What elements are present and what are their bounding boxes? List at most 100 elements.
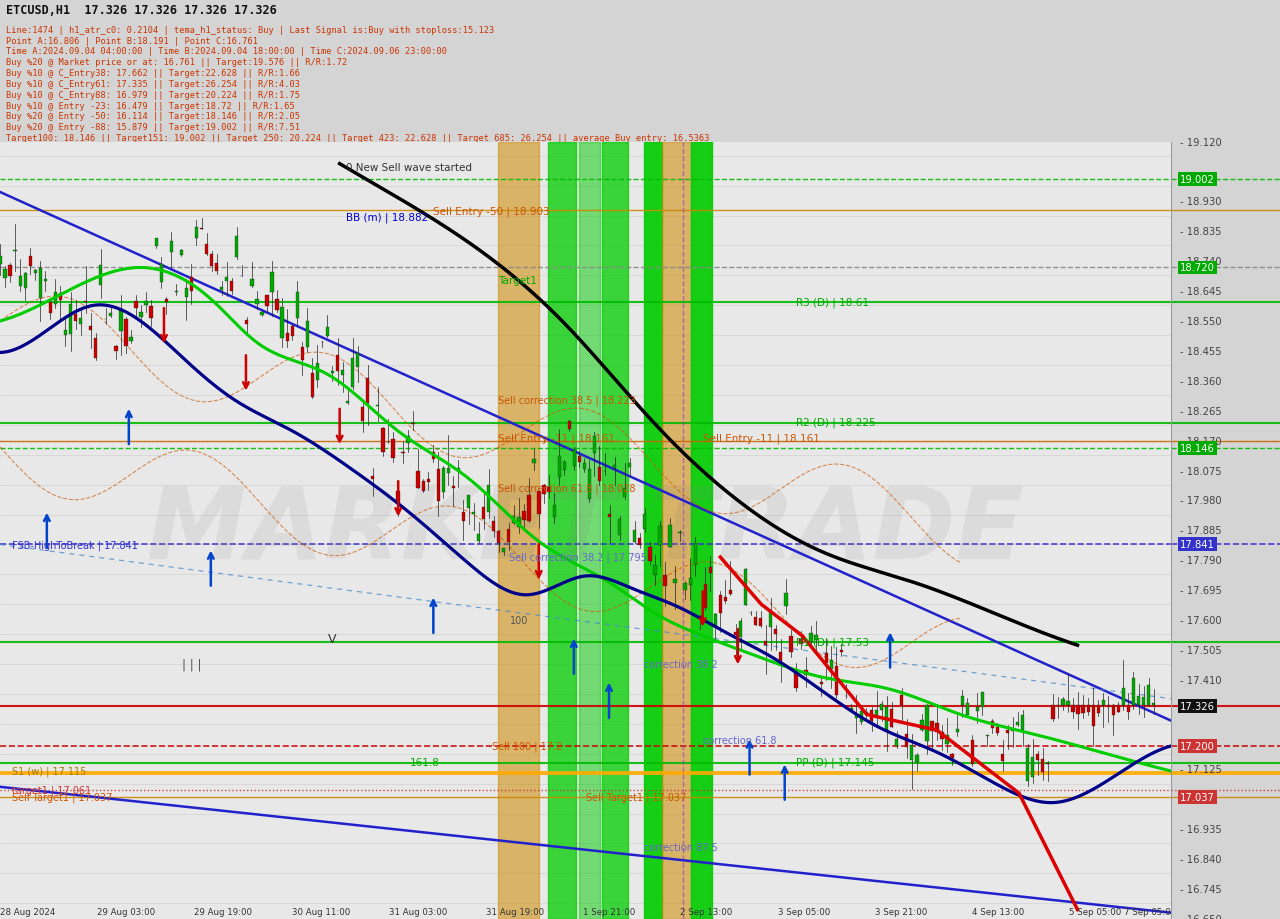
Bar — [170, 242, 173, 253]
Text: - 16.935: - 16.935 — [1180, 824, 1221, 834]
Bar — [447, 469, 451, 473]
Text: 31 Aug 19:00: 31 Aug 19:00 — [486, 907, 544, 916]
Bar — [442, 469, 445, 493]
Text: Sell correction 61.8 | 18.028: Sell correction 61.8 | 18.028 — [498, 483, 635, 494]
Bar — [936, 723, 938, 732]
Text: - 18.930: - 18.930 — [1180, 198, 1221, 207]
Text: 5 Sep 05:00: 5 Sep 05:00 — [1069, 907, 1121, 916]
Text: - 16.840: - 16.840 — [1180, 855, 1221, 864]
Bar — [572, 450, 576, 467]
Bar — [301, 348, 303, 360]
Text: - 18.360: - 18.360 — [1180, 377, 1221, 386]
Bar — [160, 265, 163, 283]
Bar — [119, 310, 123, 332]
Bar — [1137, 697, 1140, 705]
Text: - 18.550: - 18.550 — [1180, 317, 1221, 326]
Bar — [946, 735, 948, 744]
Text: 18.146: 18.146 — [1180, 444, 1215, 454]
Bar — [1051, 705, 1055, 719]
Text: 2 Sep 13:00: 2 Sep 13:00 — [681, 907, 732, 916]
Bar — [1147, 686, 1151, 705]
Bar — [483, 507, 485, 519]
Text: - 17.980: - 17.980 — [1180, 496, 1221, 505]
Bar — [879, 704, 883, 710]
Bar — [648, 548, 652, 562]
Bar — [361, 408, 365, 421]
Text: 161.8: 161.8 — [410, 757, 440, 766]
Bar — [326, 328, 329, 336]
Bar — [1087, 705, 1089, 712]
Bar — [643, 515, 646, 529]
Bar — [975, 708, 979, 711]
Bar — [18, 277, 22, 287]
Bar — [205, 244, 209, 255]
Bar — [527, 496, 531, 521]
Bar — [733, 632, 737, 635]
Bar — [931, 721, 933, 732]
Text: V: V — [328, 632, 337, 646]
Bar — [462, 513, 465, 522]
Text: correction 38.2: correction 38.2 — [644, 659, 718, 669]
Bar — [38, 268, 42, 299]
Bar — [14, 251, 17, 252]
Bar — [704, 584, 707, 608]
Text: Sell Entry -11 | 18.161: Sell Entry -11 | 18.161 — [703, 433, 819, 443]
Text: 7 Sep 05:00: 7 Sep 05:00 — [1124, 907, 1176, 916]
Bar — [371, 476, 375, 480]
Bar — [79, 319, 82, 325]
Bar — [1116, 705, 1120, 712]
Text: Sell correction 38.2 | 17.795: Sell correction 38.2 | 17.795 — [509, 552, 648, 562]
Bar — [759, 618, 763, 627]
Text: Buy %20 @ Market price or at: 16.761 || Target:19.576 || R/R:1.72: Buy %20 @ Market price or at: 16.761 || … — [6, 58, 347, 67]
Bar — [980, 693, 984, 708]
Bar — [613, 466, 616, 469]
Text: MARKET TRADE: MARKET TRADE — [147, 482, 1024, 579]
Bar — [915, 754, 919, 762]
Text: 0 New Sell wave started: 0 New Sell wave started — [346, 163, 471, 173]
Text: - 18.265: - 18.265 — [1180, 406, 1221, 416]
Bar — [1016, 721, 1019, 726]
Bar — [543, 485, 545, 494]
Bar — [215, 264, 219, 272]
Text: - 17.410: - 17.410 — [1180, 675, 1221, 685]
Bar — [910, 745, 914, 760]
Bar — [291, 326, 294, 337]
Bar — [628, 464, 631, 468]
Text: Sell Target1 | 17.037: Sell Target1 | 17.037 — [12, 791, 113, 801]
Text: - 17.600: - 17.600 — [1180, 616, 1221, 625]
Text: Target1: Target1 — [498, 276, 536, 286]
Text: FSB-HighToBreak | 17.841: FSB-HighToBreak | 17.841 — [12, 539, 137, 550]
Bar — [593, 437, 596, 454]
Text: Target100: 18.146 || Target151: 19.002 || Target 250: 20.224 || Target 423: 22.6: Target100: 18.146 || Target151: 19.002 |… — [6, 134, 709, 142]
Bar — [941, 732, 943, 740]
Bar — [346, 402, 349, 403]
Text: R1 (D) | 17.53: R1 (D) | 17.53 — [796, 637, 869, 648]
Bar — [99, 266, 102, 286]
Bar — [824, 653, 828, 664]
Bar — [960, 697, 964, 705]
Bar — [340, 371, 344, 376]
Text: 4 Sep 13:00: 4 Sep 13:00 — [972, 907, 1024, 916]
Bar — [799, 640, 803, 645]
Bar — [23, 273, 27, 289]
Bar — [795, 671, 797, 688]
Bar — [1152, 703, 1156, 705]
Bar — [251, 279, 253, 287]
Bar — [351, 358, 355, 387]
Bar — [890, 709, 893, 727]
Bar — [658, 527, 662, 546]
Bar — [335, 356, 339, 372]
Text: R3 (D) | 18.61: R3 (D) | 18.61 — [796, 298, 869, 308]
Bar — [356, 354, 360, 368]
Bar — [145, 301, 147, 306]
Bar — [1001, 754, 1004, 761]
Bar — [840, 651, 844, 652]
Bar — [74, 314, 77, 322]
Bar — [691, 142, 712, 919]
Bar — [255, 300, 259, 305]
Bar — [381, 428, 384, 452]
Text: - 16.650: - 16.650 — [1180, 914, 1221, 919]
Bar — [426, 479, 430, 482]
Text: PP (D) | 17.145: PP (D) | 17.145 — [796, 756, 874, 767]
Bar — [421, 482, 425, 492]
